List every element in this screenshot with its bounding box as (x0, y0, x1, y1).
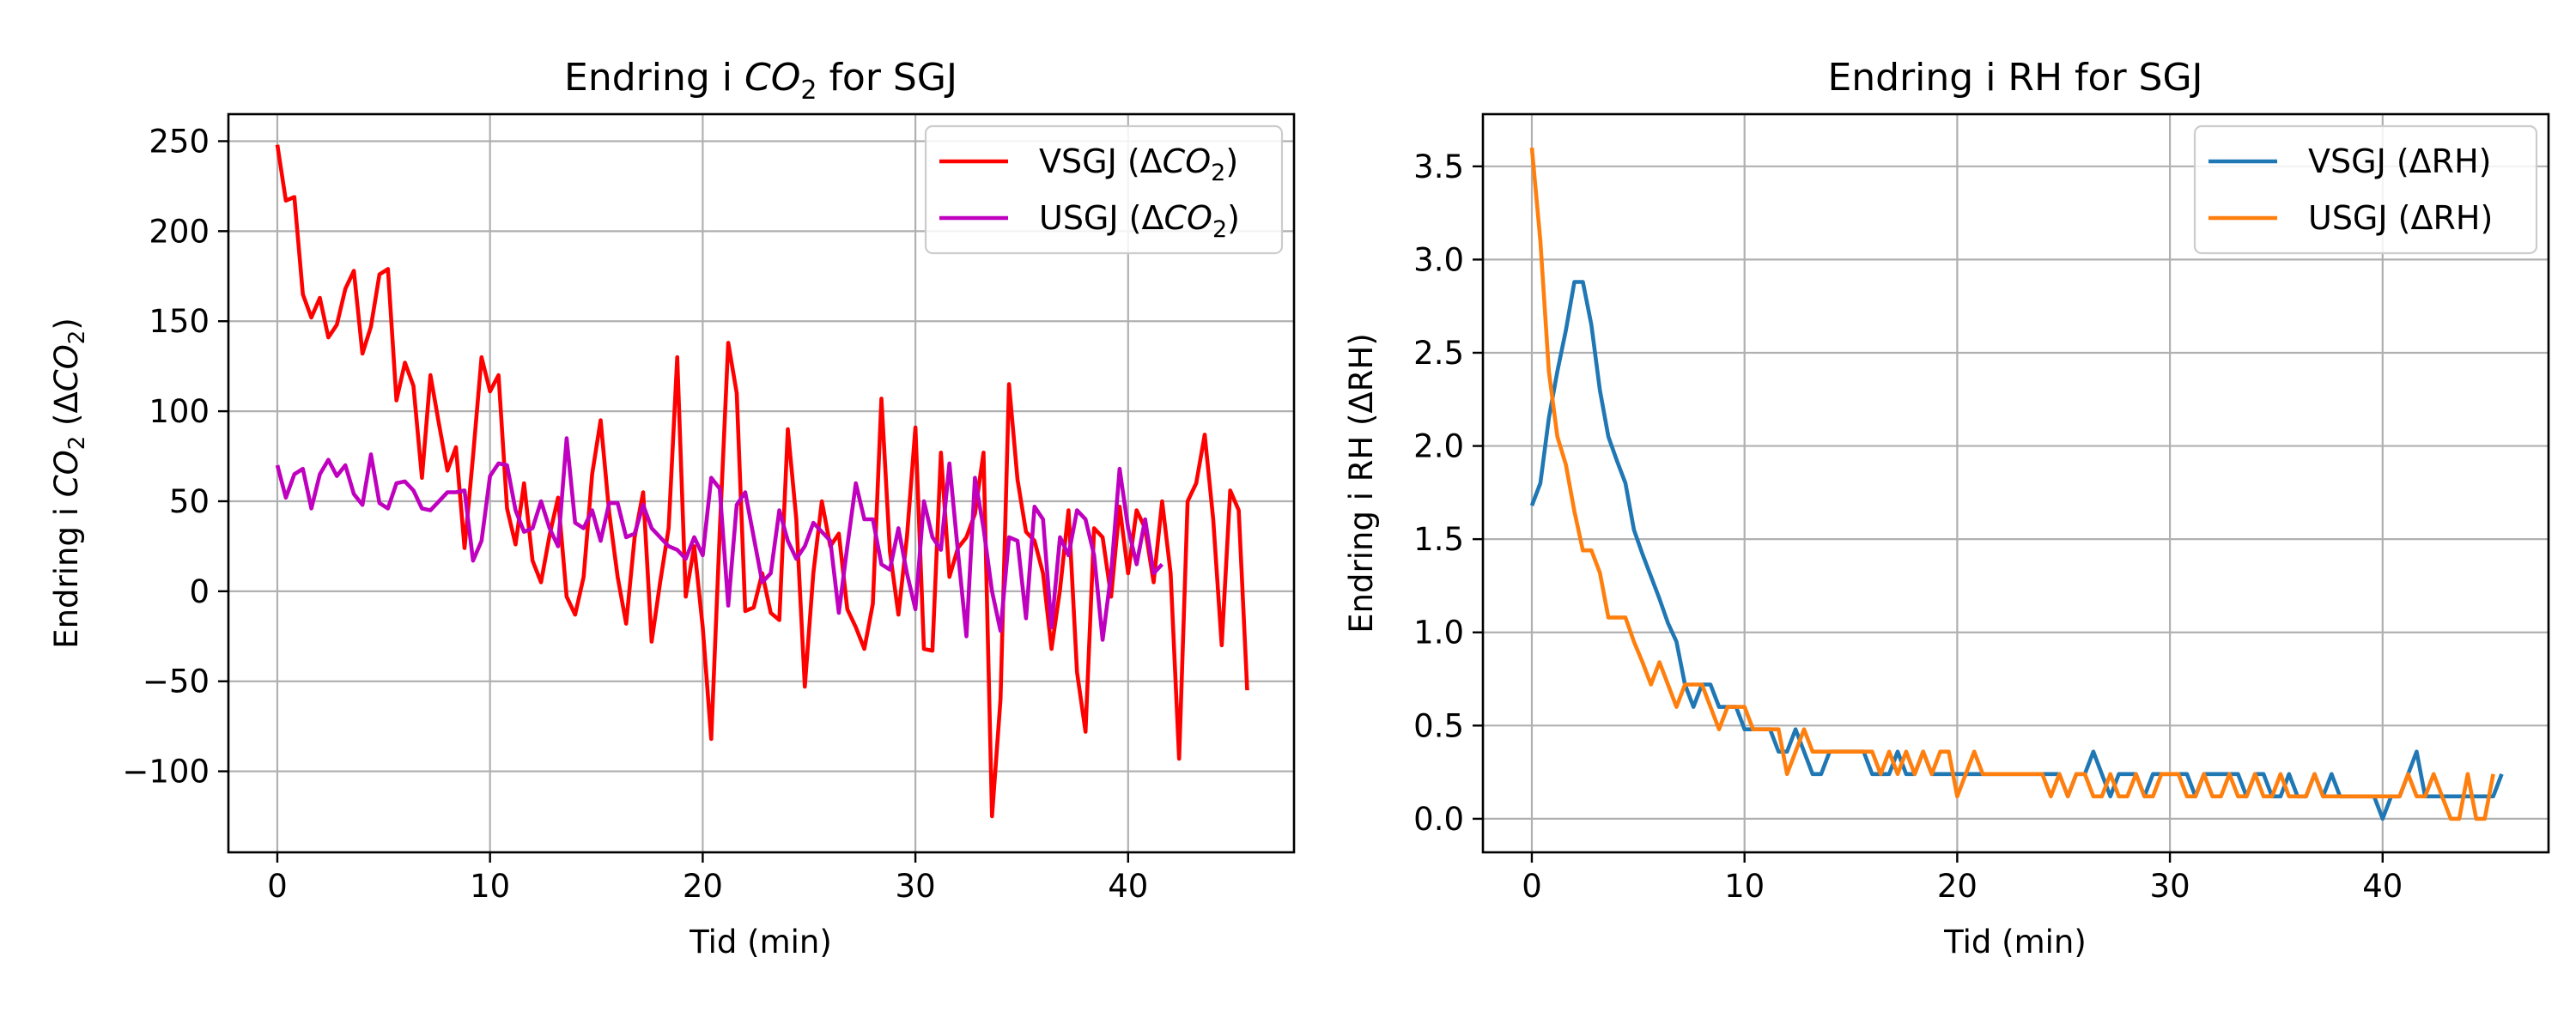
co2-y-tick-label: 200 (149, 213, 210, 250)
co2-series-lines (275, 144, 1249, 819)
co2-series-line-usgj (275, 436, 1164, 642)
rh-y-tick-label: 2.5 (1413, 335, 1464, 372)
rh-y-tick-label: 3.5 (1413, 148, 1464, 185)
rh-plot-frame (1481, 112, 2550, 854)
co2-plot-frame (227, 112, 1296, 854)
rh-legend: VSGJ (ΔRH) USGJ (ΔRH) (2193, 124, 2538, 255)
co2-y-tick-label: 100 (149, 393, 210, 430)
rh-x-tick-label: 10 (1724, 868, 1765, 905)
rh-x-tick-label: 0 (1522, 868, 1542, 905)
co2-y-tick-label: −100 (122, 754, 210, 791)
rh-legend-label-vsgj: VSGJ (ΔRH) (2308, 142, 2491, 180)
rh-chart-title: Endring i RH for SGJ (1827, 56, 2202, 100)
rh-y-tick-label: 1.0 (1413, 615, 1464, 651)
rh-y-tick-label: 3.0 (1413, 241, 1464, 278)
rh-y-tick-label: 1.5 (1413, 521, 1464, 558)
rh-legend-box (2193, 124, 2538, 255)
co2-chart: 0 10 20 30 40 −100 −50 0 50 100 150 200 250 Endring … (48, 56, 1296, 960)
co2-x-tick-label: 20 (683, 868, 723, 905)
rh-x-tick-label: 20 (1937, 868, 1978, 905)
co2-ticks: 0 10 20 30 40 −100 −50 0 50 100 150 200 250 (122, 123, 1148, 905)
rh-x-axis-label: Tid (min) (1943, 924, 2087, 960)
rh-x-tick-label: 30 (2150, 868, 2190, 905)
co2-x-tick-label: 10 (470, 868, 510, 905)
co2-y-tick-label: 50 (169, 483, 210, 520)
co2-y-tick-label: 0 (189, 573, 210, 610)
rh-legend-label-usgj: USGJ (ΔRH) (2308, 199, 2493, 237)
rh-chart: 0 10 20 30 40 0.0 0.5 1.0 1.5 2.0 2.5 3.0 3.5 Endrin… (1343, 56, 2550, 960)
co2-x-tick-label: 40 (1108, 868, 1148, 905)
co2-y-axis-label: Endring i CO2 (ΔCO2) (48, 318, 90, 649)
co2-y-tick-label: 250 (149, 123, 210, 160)
co2-legend-label-vsgj: VSGJ (ΔCO2) (1039, 142, 1238, 186)
rh-series-line-vsgj (1529, 280, 2504, 821)
co2-x-tick-label: 30 (896, 868, 936, 905)
co2-legend-label-usgj: USGJ (ΔCO2) (1039, 199, 1240, 243)
co2-y-tick-label: 150 (149, 303, 210, 340)
rh-series-line-usgj (1529, 147, 2495, 821)
rh-x-tick-label: 40 (2362, 868, 2403, 905)
co2-x-tick-label: 0 (267, 868, 288, 905)
co2-x-axis-label: Tid (min) (689, 924, 832, 960)
rh-y-tick-label: 0.5 (1413, 707, 1464, 744)
rh-y-tick-label: 0.0 (1413, 801, 1464, 838)
co2-y-tick-label: −50 (143, 663, 210, 700)
co2-legend-box (924, 124, 1284, 255)
rh-ticks: 0 10 20 30 40 0.0 0.5 1.0 1.5 2.0 2.5 3.0 3.5 (1413, 148, 2403, 905)
rh-y-tick-label: 2.0 (1413, 428, 1464, 465)
rh-y-axis-label: Endring i RH (ΔRH) (1343, 333, 1380, 633)
co2-legend: VSGJ (ΔCO2) USGJ (ΔCO2) (924, 124, 1284, 255)
rh-series-lines (1529, 147, 2504, 821)
co2-chart-title: Endring i CO2 for SGJ (564, 56, 957, 106)
